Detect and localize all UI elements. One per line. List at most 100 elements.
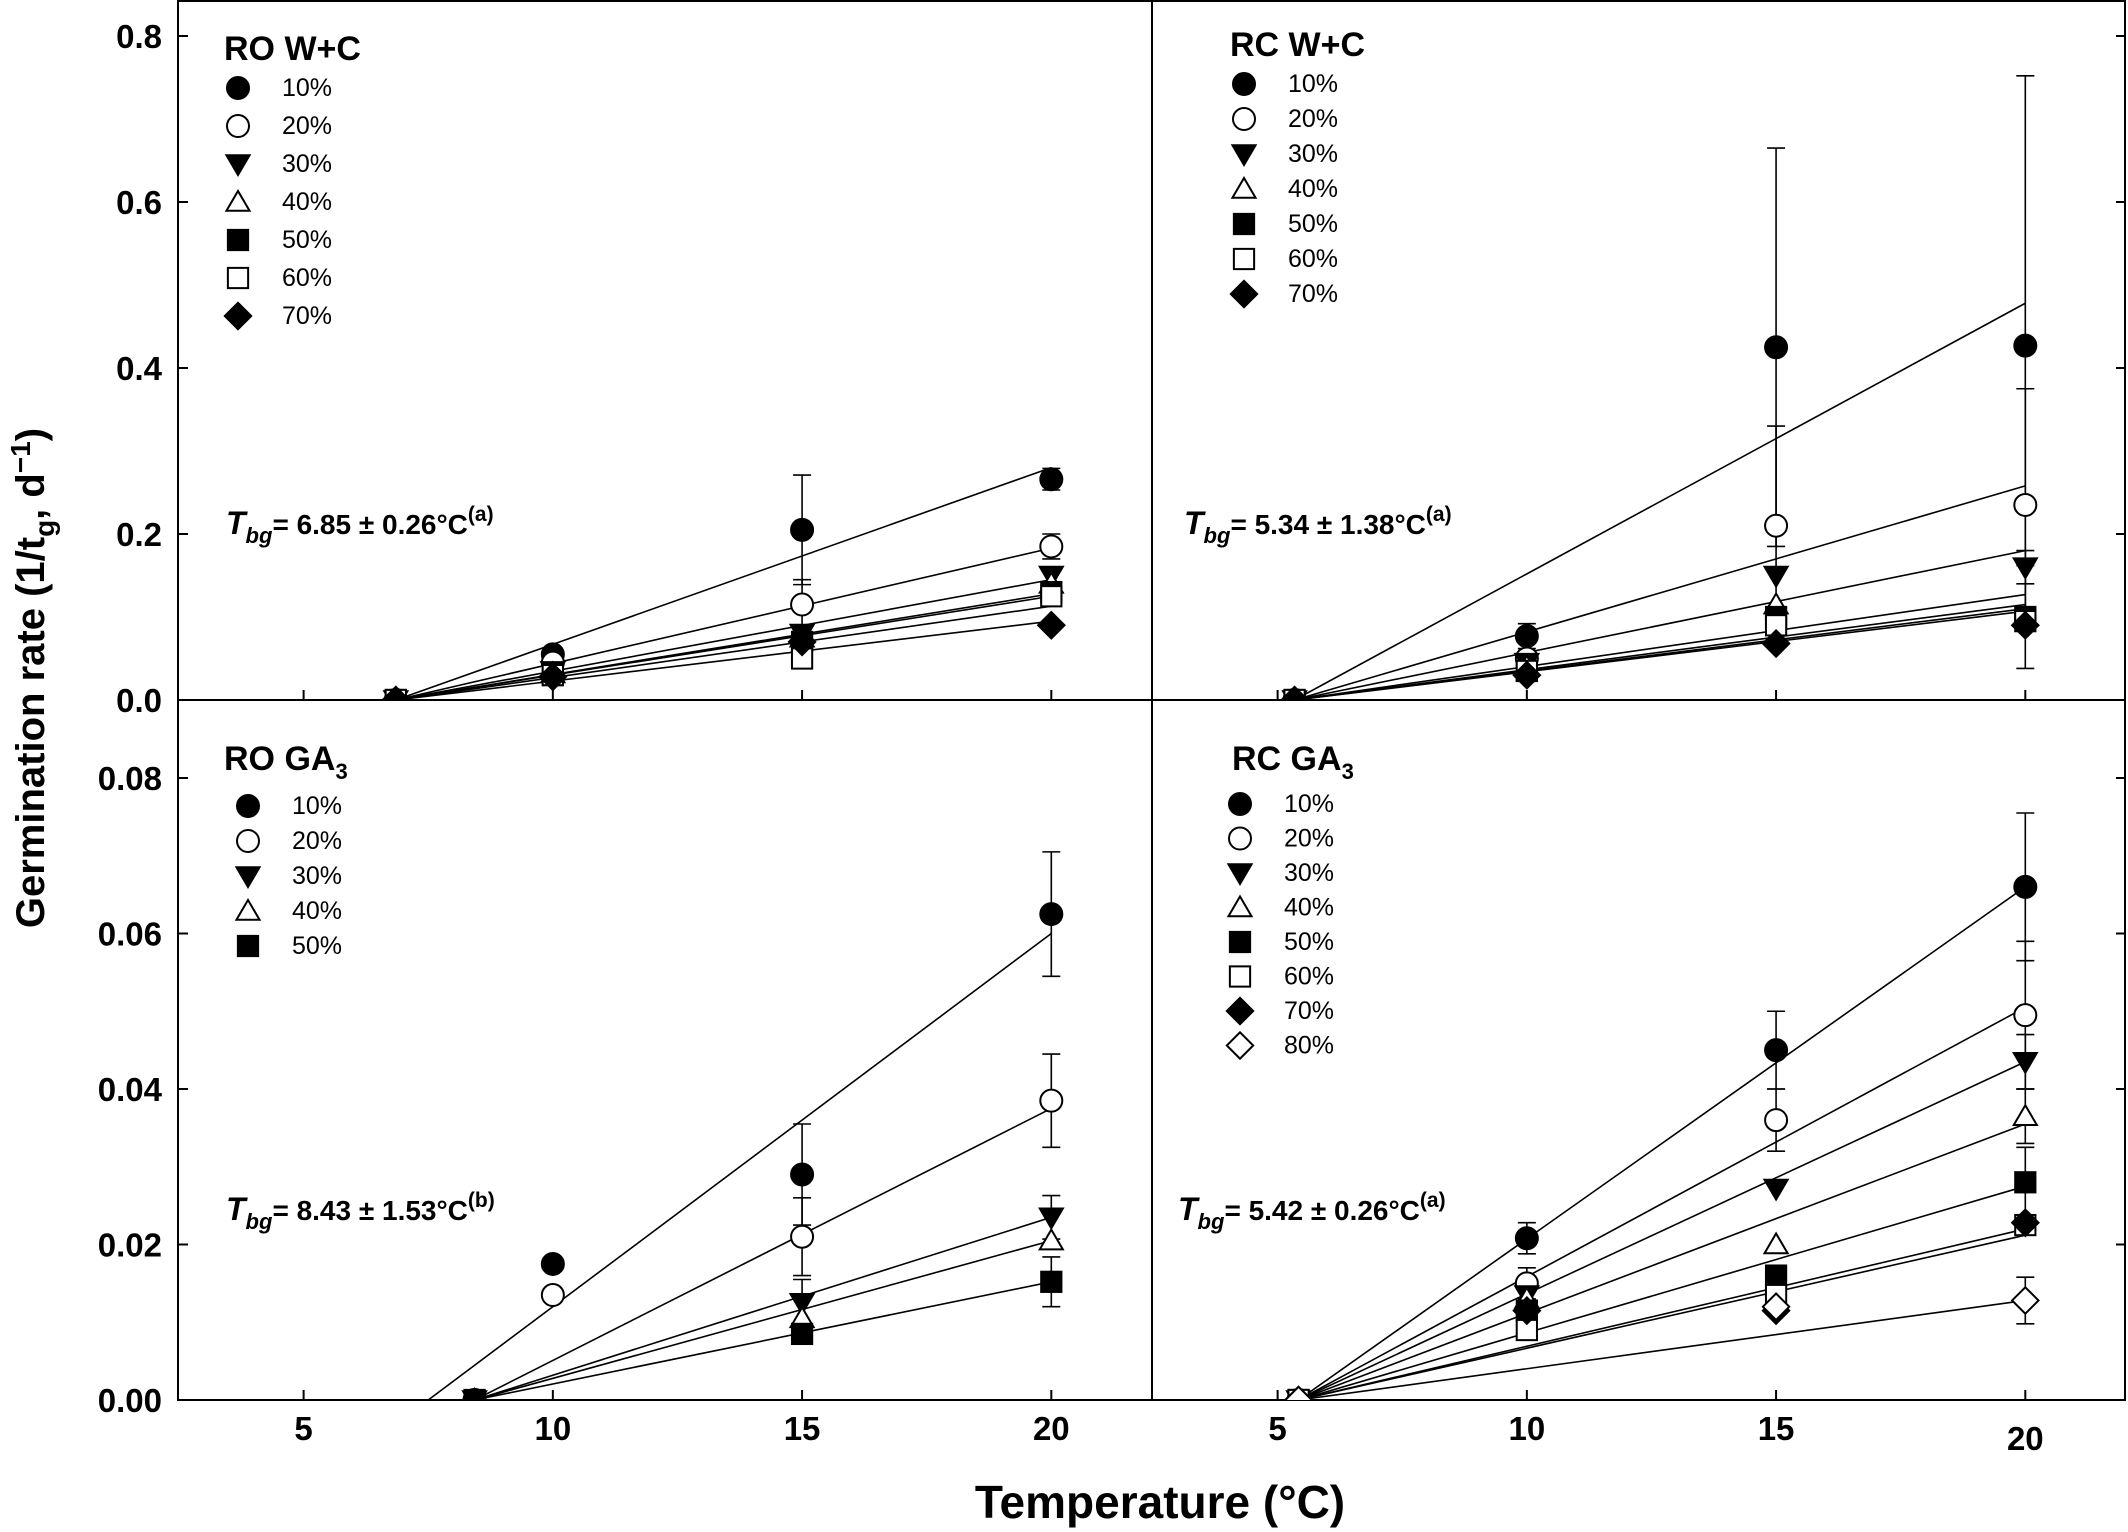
tbg-letter: (a) xyxy=(468,503,494,526)
panel-title: RC W+C xyxy=(1230,26,1365,64)
data-point xyxy=(2014,1171,2037,1194)
data-point xyxy=(1764,1264,1788,1287)
tbg-letter: (b) xyxy=(468,1189,495,1212)
y-axis-title-end: ) xyxy=(9,428,53,441)
series-50pct xyxy=(1283,564,2037,700)
data-point xyxy=(538,662,568,692)
fit-lines xyxy=(395,466,1052,700)
legend-label: 30% xyxy=(1288,140,1338,168)
tbg-value: = 6.85 ± 0.26°C xyxy=(272,509,467,540)
legend-item: 70% xyxy=(1225,996,1334,1026)
data-point xyxy=(1279,685,1310,700)
legend-label: 20% xyxy=(282,112,332,140)
series-20pct xyxy=(383,533,1064,700)
panel-title: RO W+C xyxy=(224,30,361,68)
legend-item: 20% xyxy=(1228,825,1334,853)
data-point xyxy=(1039,467,1064,492)
legend-marker xyxy=(1225,996,1255,1026)
data-point xyxy=(1514,624,1539,649)
data-point xyxy=(1040,1270,1063,1293)
legend-item: 20% xyxy=(226,112,332,140)
panel-title-main: RC GA xyxy=(1232,740,1342,778)
tbg-value: = 8.43 ± 1.53°C xyxy=(272,1195,467,1226)
legend-marker xyxy=(236,829,260,853)
data-point xyxy=(1764,1108,1789,1133)
data-point xyxy=(381,685,411,700)
fit-line-20pct xyxy=(474,1107,1052,1400)
fit-lines xyxy=(1294,302,2026,700)
data-point xyxy=(790,1162,815,1187)
data-point xyxy=(2012,1051,2039,1075)
legend-marker xyxy=(236,794,260,818)
data-point xyxy=(1761,628,1791,659)
legend-item: 10% xyxy=(1228,790,1334,818)
legend-marker xyxy=(1225,1030,1255,1061)
legend-marker xyxy=(1226,863,1254,886)
legend-marker xyxy=(1230,176,1258,199)
legend-item: 60% xyxy=(1228,963,1334,991)
legend-item: 40% xyxy=(224,188,332,216)
panel-title: RC GA3 xyxy=(1232,740,1354,784)
tbg-symbol: T xyxy=(226,505,248,541)
fit-line-80pct xyxy=(1298,1299,2026,1400)
data-point xyxy=(2013,874,2038,899)
y-axis-title-sub: g xyxy=(29,520,60,537)
y-tick-label: 0.4 xyxy=(116,350,163,387)
legend-marker xyxy=(1232,247,1256,271)
data-point xyxy=(790,517,815,542)
legend-item: 70% xyxy=(1229,279,1338,309)
legend-marker xyxy=(1230,144,1258,167)
legend-item: 70% xyxy=(223,301,332,331)
fit-line-30pct xyxy=(474,1216,1052,1400)
legend-item: 10% xyxy=(226,74,332,102)
legend-label: 10% xyxy=(282,74,332,102)
y-tick-label: 0.06 xyxy=(98,916,162,953)
fit-lines xyxy=(427,932,1052,1400)
series-20pct xyxy=(1286,940,2038,1400)
fit-line-30pct xyxy=(1298,1061,2026,1400)
data-point xyxy=(2013,1003,2038,1028)
legend-label: 50% xyxy=(292,932,342,960)
legend-item: 30% xyxy=(1230,140,1338,168)
tbg-symbol: T xyxy=(226,1191,248,1227)
series-70pct xyxy=(381,610,1066,700)
series-20pct xyxy=(1282,387,2038,700)
y-tick-label: 0.0 xyxy=(116,682,162,719)
tbg-subscript: bg xyxy=(1204,523,1231,548)
legend-label: 10% xyxy=(1288,70,1338,98)
data-point xyxy=(1764,335,1789,360)
tbg-symbol: T xyxy=(1178,1191,1200,1227)
tbg-letter: (a) xyxy=(1420,1189,1446,1212)
legend: 10% 20% 30% 40% 50% xyxy=(234,792,342,960)
fit-line-50pct xyxy=(474,1281,1052,1400)
data-point xyxy=(790,1322,814,1346)
legend-label: 60% xyxy=(282,264,332,292)
x-tick-label: 5 xyxy=(1268,1410,1286,1447)
series-60pct xyxy=(1287,1213,2037,1400)
legend-marker xyxy=(1228,792,1252,816)
y-axis-title: Germination rate (1/tg, d−1) xyxy=(5,428,60,928)
legend-item: 30% xyxy=(234,862,342,890)
x-tick-label: 15 xyxy=(784,1410,821,1447)
fit-line-70pct xyxy=(1294,610,2026,700)
y-tick-label: 0.04 xyxy=(98,1071,163,1108)
x-tick-label: 10 xyxy=(1508,1410,1545,1447)
fit-line-20pct xyxy=(1294,485,2026,700)
x-tick-label: 10 xyxy=(534,1410,571,1447)
y-tick-label: 0.6 xyxy=(116,184,162,221)
legend-marker xyxy=(226,228,250,252)
legend-marker xyxy=(226,76,250,100)
data-point xyxy=(1512,660,1542,690)
fit-line-20pct xyxy=(395,547,1052,700)
legend-marker xyxy=(234,866,262,889)
legend-marker xyxy=(1229,279,1259,309)
series-10pct xyxy=(1282,75,2038,700)
data-point xyxy=(1764,513,1789,538)
legend-marker xyxy=(223,301,253,331)
data-point xyxy=(540,1283,565,1308)
panel-4: 5 10 15 20 RC GA3 Tbg= 5.42 ± 0.26°C(a) 10% 20%… xyxy=(1178,740,2126,1457)
data-point xyxy=(2010,1285,2040,1316)
x-tick-label: 5 xyxy=(294,1410,312,1447)
data-point xyxy=(2013,492,2038,517)
